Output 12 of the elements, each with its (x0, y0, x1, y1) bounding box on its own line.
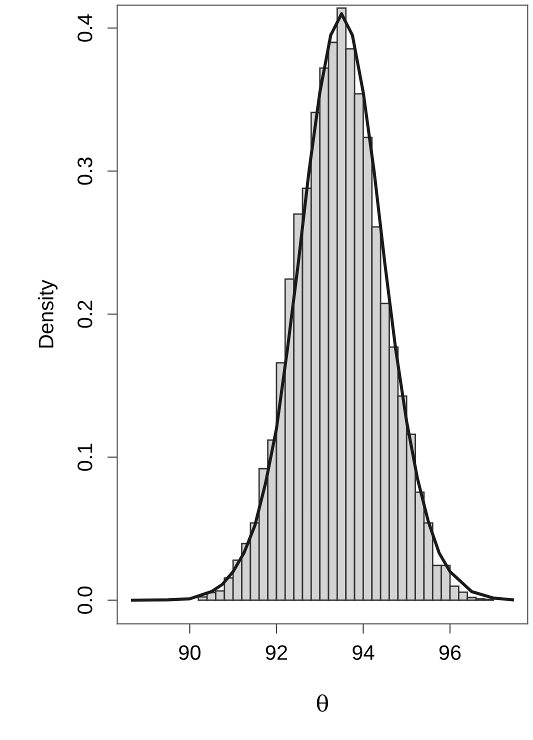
line-series (130, 12, 514, 602)
y-tick-label: 0.1 (78, 444, 92, 471)
x-tick-label: 96 (439, 645, 461, 660)
y-tick-label: 0.4 (78, 14, 92, 42)
y-tick-label: 0.2 (78, 300, 92, 328)
y-tick-label: 0.0 (78, 586, 92, 614)
x-axis-title: θ (316, 694, 328, 712)
x-tick-label: 92 (266, 645, 288, 660)
x-tick-label: 94 (352, 645, 374, 660)
x-tick-label: 90 (179, 645, 200, 660)
y-tick-label: 0.3 (78, 158, 92, 185)
y-axis-title: Density (38, 280, 58, 348)
